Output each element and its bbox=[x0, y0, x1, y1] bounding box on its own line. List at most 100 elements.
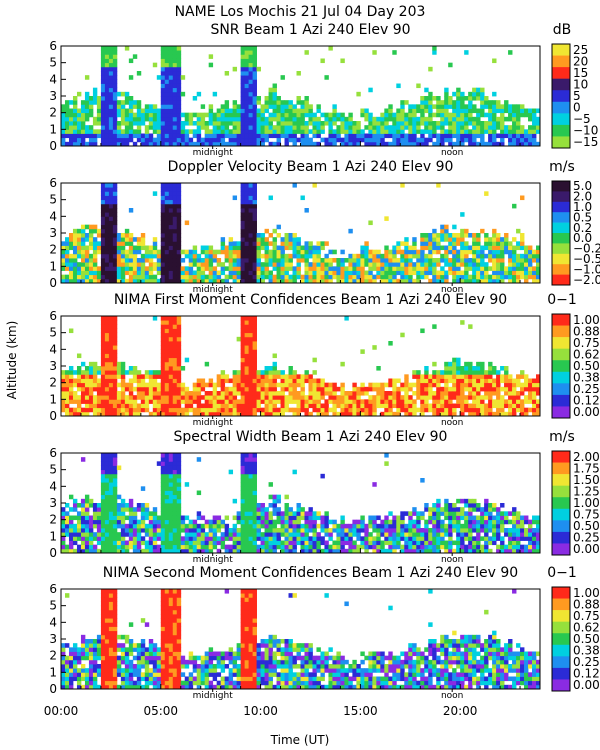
heatmap-cell bbox=[156, 523, 162, 529]
heatmap-cell bbox=[64, 370, 70, 375]
heatmap-cell bbox=[448, 249, 453, 255]
heatmap-cell bbox=[476, 233, 481, 238]
heatmap-cell bbox=[168, 141, 174, 147]
heatmap-cell bbox=[460, 137, 465, 143]
heatmap-cell bbox=[452, 361, 457, 367]
heatmap-cell bbox=[448, 258, 453, 263]
heatmap-cell bbox=[72, 278, 78, 284]
heatmap-cell bbox=[312, 357, 317, 363]
heatmap-cell bbox=[436, 262, 441, 267]
heatmap-cell bbox=[180, 395, 186, 400]
heatmap-cell bbox=[440, 411, 445, 417]
heatmap-cell bbox=[220, 382, 226, 388]
heatmap-cell bbox=[100, 199, 106, 205]
colorbar-frame bbox=[551, 313, 571, 419]
heatmap-cell bbox=[212, 274, 218, 280]
heatmap-cell bbox=[172, 328, 178, 334]
heatmap-cell bbox=[204, 523, 210, 529]
heatmap-cell bbox=[212, 382, 218, 388]
heatmap-cell bbox=[236, 278, 242, 284]
heatmap-cell bbox=[472, 270, 477, 276]
heatmap-cell bbox=[120, 253, 126, 259]
heatmap-cell bbox=[144, 253, 150, 259]
heatmap-cell bbox=[504, 241, 509, 246]
heatmap-cell bbox=[232, 112, 238, 118]
heatmap-cell bbox=[176, 245, 182, 251]
heatmap-cell bbox=[432, 370, 437, 375]
heatmap-cell bbox=[380, 133, 385, 139]
heatmap-cell bbox=[240, 220, 246, 226]
heatmap-cell bbox=[344, 125, 349, 130]
heatmap-cell bbox=[136, 270, 142, 276]
heatmap-cell bbox=[304, 278, 309, 284]
heatmap-cell bbox=[100, 382, 106, 388]
heatmap-cell bbox=[408, 112, 413, 118]
y-tick-label: 2 bbox=[49, 243, 57, 257]
heatmap-cell bbox=[108, 519, 114, 525]
heatmap-cell bbox=[288, 278, 293, 284]
heatmap-cell bbox=[76, 278, 82, 284]
heatmap-cell bbox=[304, 370, 309, 375]
heatmap-cell bbox=[496, 399, 501, 404]
heatmap-cell bbox=[120, 116, 126, 122]
heatmap-cell bbox=[292, 245, 297, 251]
heatmap-cell bbox=[400, 183, 405, 188]
heatmap-cell bbox=[192, 129, 198, 134]
panel-title: Spectral Width Beam 1 Azi 240 Elev 90 bbox=[174, 429, 448, 445]
heatmap-cell bbox=[424, 386, 429, 392]
heatmap-cell bbox=[240, 382, 246, 388]
heatmap-cell bbox=[448, 137, 453, 143]
heatmap-cell bbox=[140, 133, 146, 139]
heatmap-cell bbox=[248, 220, 253, 226]
heatmap-cell bbox=[400, 129, 405, 134]
heatmap-cell bbox=[336, 116, 341, 122]
heatmap-cell bbox=[144, 137, 150, 143]
heatmap-cell bbox=[92, 399, 98, 404]
heatmap-cell bbox=[224, 266, 230, 271]
heatmap-cell bbox=[488, 141, 493, 147]
heatmap-cell bbox=[148, 395, 154, 400]
heatmap-cell bbox=[380, 258, 385, 263]
heatmap-cell bbox=[252, 212, 257, 217]
heatmap-cell bbox=[200, 407, 206, 413]
heatmap-cell bbox=[488, 399, 493, 404]
heatmap-cell bbox=[84, 544, 90, 550]
heatmap-cell bbox=[224, 141, 230, 147]
heatmap-cell bbox=[272, 548, 277, 554]
heatmap-cell bbox=[524, 133, 529, 139]
heatmap-cell bbox=[248, 233, 253, 238]
heatmap-cell bbox=[276, 544, 281, 550]
heatmap-cell bbox=[144, 245, 150, 251]
heatmap-cell bbox=[252, 241, 257, 246]
heatmap-cell bbox=[280, 262, 285, 267]
heatmap-cell bbox=[164, 382, 170, 388]
heatmap-cell bbox=[272, 411, 277, 417]
heatmap-cell bbox=[480, 96, 485, 101]
heatmap-cell bbox=[332, 121, 337, 126]
heatmap-cell bbox=[304, 274, 309, 280]
heatmap-cell bbox=[104, 241, 110, 246]
heatmap-cell bbox=[164, 353, 170, 359]
heatmap-cell bbox=[148, 391, 154, 396]
heatmap-cell bbox=[500, 374, 505, 379]
heatmap-cell bbox=[172, 345, 178, 350]
heatmap-cell bbox=[484, 191, 489, 196]
heatmap-cell bbox=[252, 511, 257, 516]
heatmap-cell bbox=[536, 374, 541, 379]
heatmap-cell bbox=[240, 266, 246, 271]
heatmap-cell bbox=[516, 245, 521, 251]
heatmap-cell bbox=[108, 116, 114, 122]
heatmap-cell bbox=[96, 382, 102, 388]
heatmap-cell bbox=[368, 403, 373, 409]
heatmap-cell bbox=[76, 137, 82, 143]
heatmap-cell bbox=[184, 112, 190, 118]
heatmap-cell bbox=[112, 258, 118, 263]
heatmap-cell bbox=[168, 411, 174, 417]
heatmap-cell bbox=[320, 411, 325, 417]
heatmap-cell bbox=[496, 258, 501, 263]
heatmap-cell bbox=[296, 374, 301, 379]
heatmap-cell bbox=[276, 258, 281, 263]
heatmap-cell bbox=[280, 407, 285, 413]
heatmap-cell bbox=[412, 407, 417, 413]
heatmap-cell bbox=[252, 478, 257, 483]
